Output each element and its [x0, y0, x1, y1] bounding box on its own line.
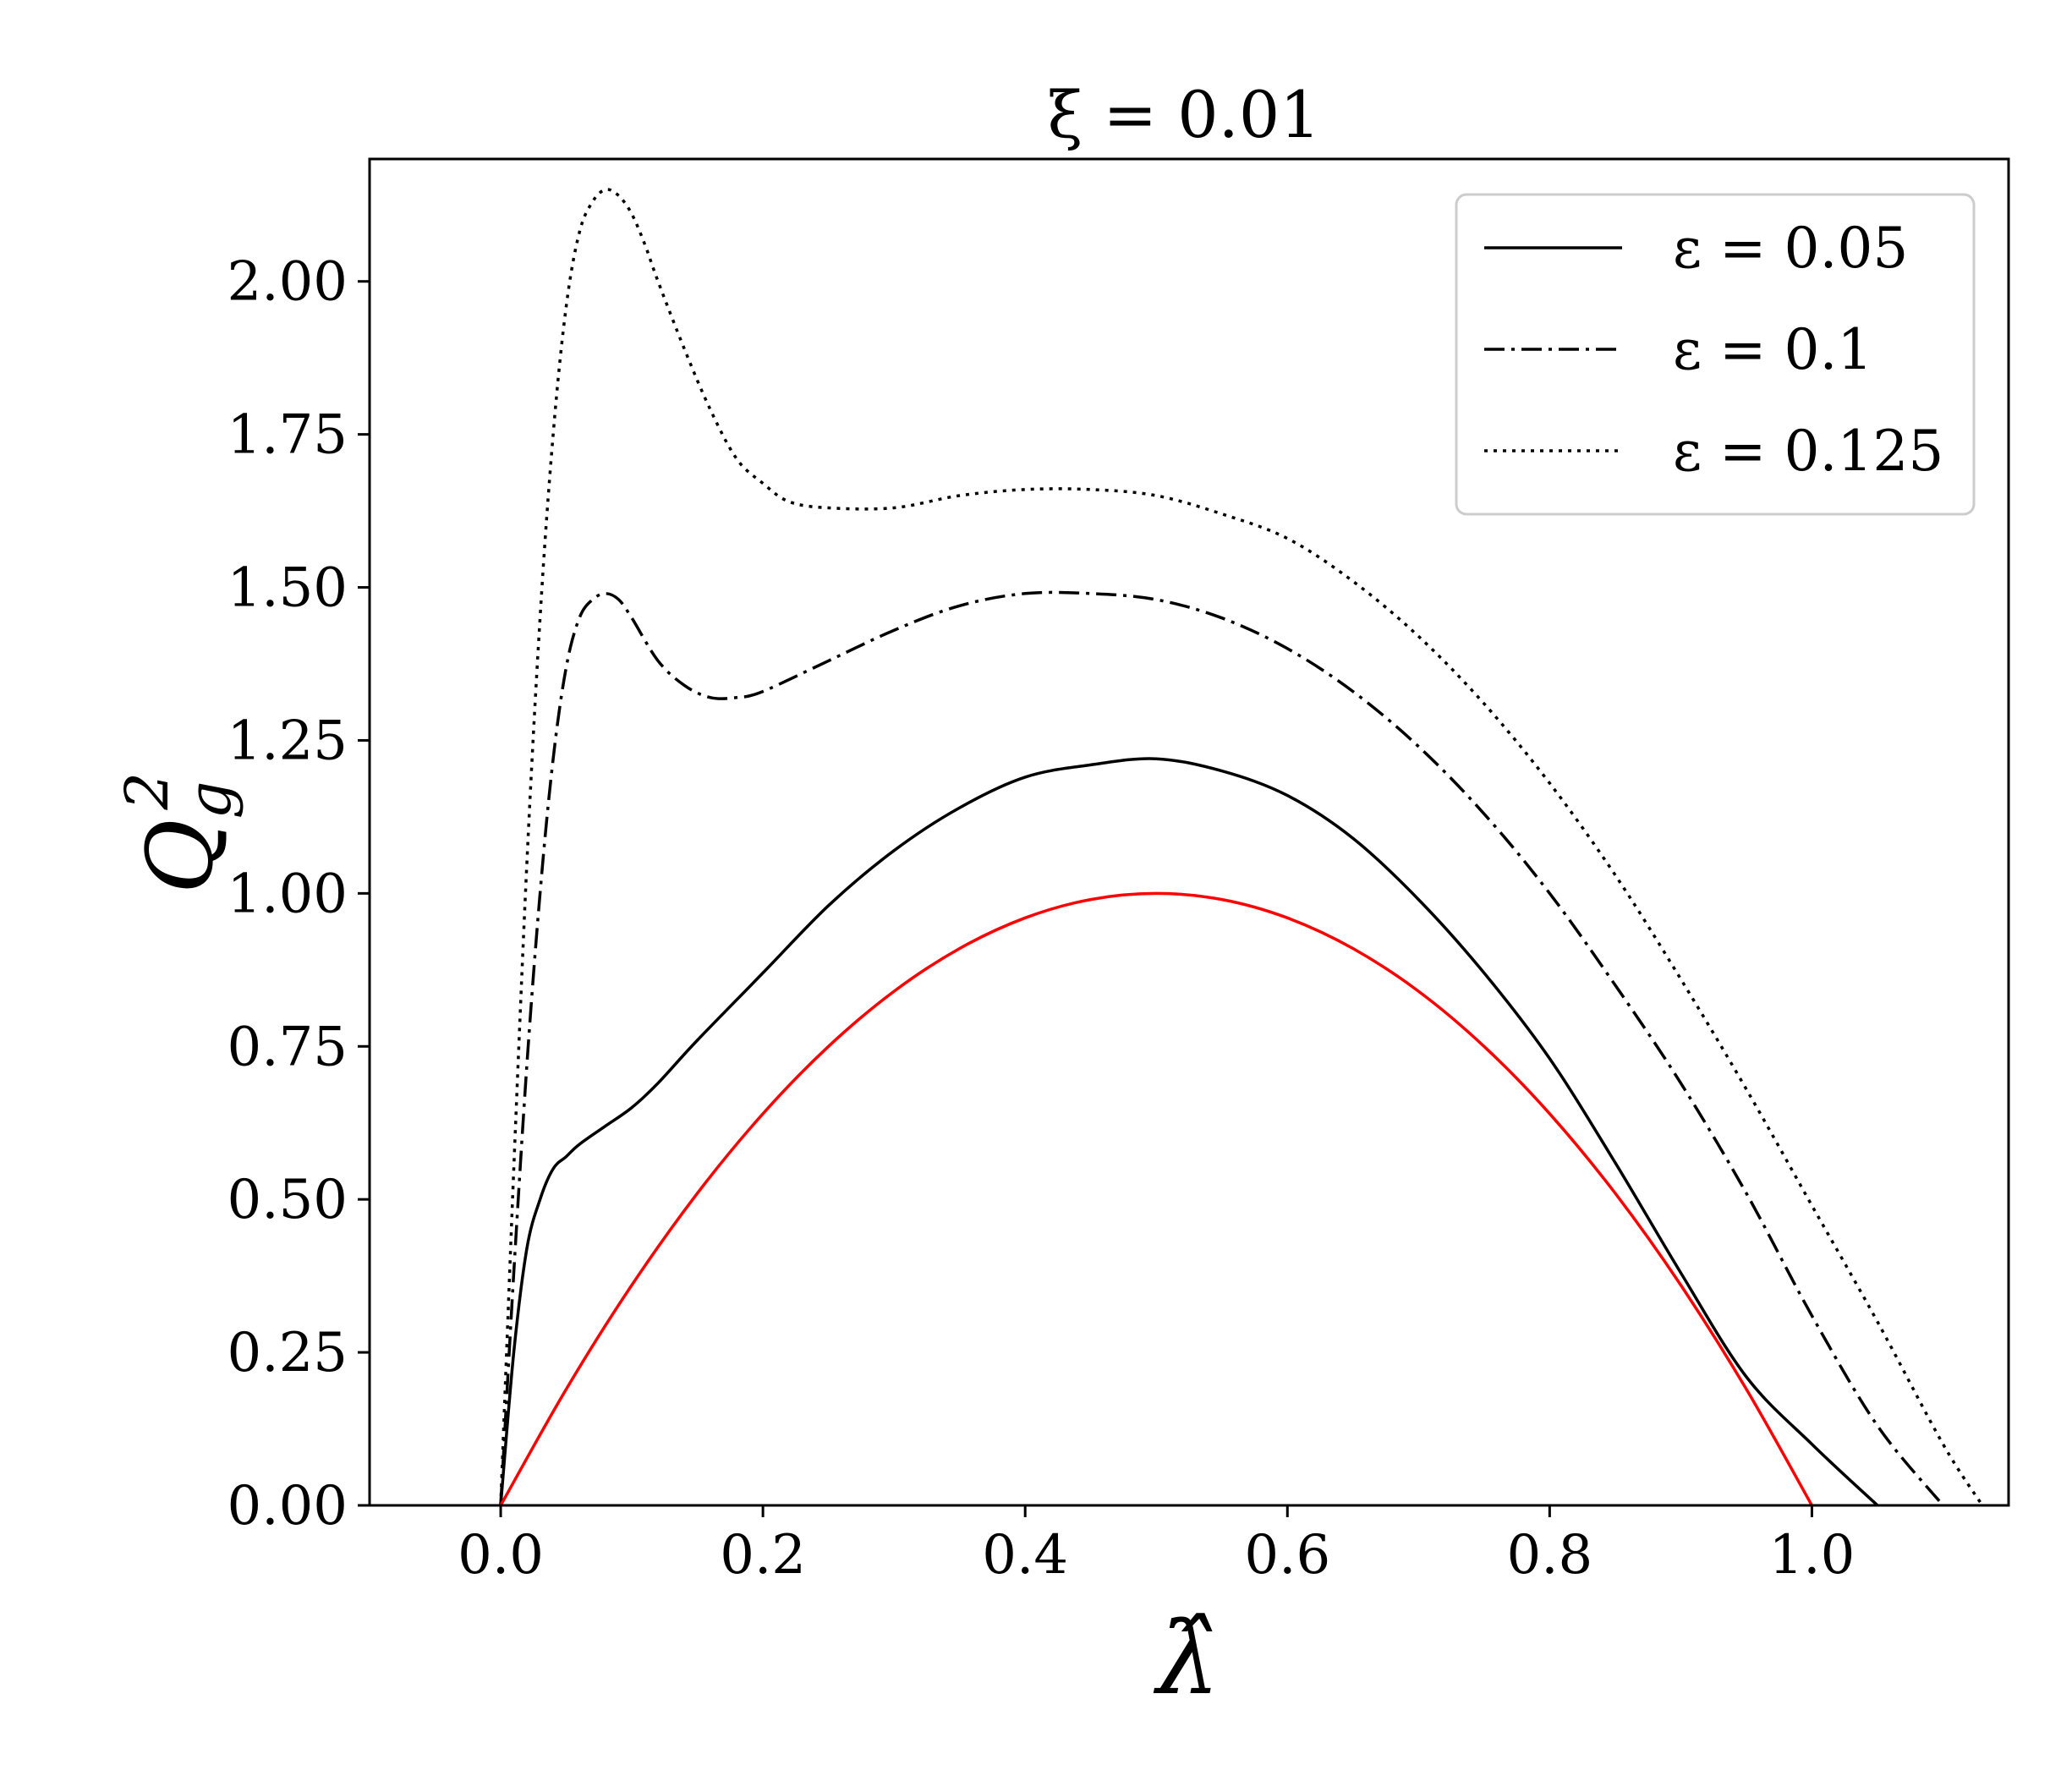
series-layer	[499, 188, 1984, 1505]
y-tick-label: 0.75	[227, 1016, 348, 1078]
y-tick-label: 0.25	[227, 1322, 348, 1384]
ticks-layer: 0.0 0.2 0.4 0.6 0.8 1.0 0.00 0.25 0.50 0.75 1.00 1.…	[227, 251, 1855, 1587]
x-axis-label: λ̂	[1154, 1600, 1220, 1717]
x-tick-label: 0.2	[720, 1524, 806, 1587]
x-tick-label: 0.8	[1506, 1524, 1592, 1587]
series-eps-0125	[499, 188, 1984, 1505]
x-tick-label: 1.0	[1769, 1524, 1855, 1587]
x-tick-label: 0.0	[458, 1524, 544, 1587]
x-tick-label: 0.4	[982, 1524, 1068, 1587]
y-tick-label: 1.75	[227, 404, 348, 467]
chart-title: ξ = 0.01	[1047, 77, 1320, 152]
y-tick-label: 2.00	[227, 251, 348, 314]
series-eps-01	[499, 590, 1944, 1505]
y-tick-label: 1.50	[227, 557, 348, 620]
plot-frame	[368, 157, 2010, 1507]
y-tick-label: 0.00	[227, 1475, 348, 1538]
series-eps-005	[499, 757, 1879, 1505]
legend: ε = 0.05 ε = 0.1 ε = 0.125	[1455, 193, 1976, 516]
y-tick-label: 0.50	[227, 1169, 348, 1231]
svg-text:Qg2: Qg2	[112, 772, 244, 894]
legend-label-eps-01: ε = 0.1	[1673, 317, 1872, 382]
x-tick-label: 0.6	[1244, 1524, 1330, 1587]
y-tick-label: 1.00	[227, 863, 348, 925]
y-axis-label-base: Q	[128, 819, 233, 894]
y-tick-label: 1.25	[227, 710, 348, 772]
legend-label-eps-0125: ε = 0.125	[1673, 419, 1943, 484]
legend-box	[1455, 193, 1976, 516]
series-reference-red	[499, 891, 1813, 1505]
y-axis-label-sup: 2	[112, 772, 182, 811]
legend-label-eps-005: ε = 0.05	[1673, 216, 1908, 281]
y-axis-label-sub: g	[175, 781, 244, 819]
y-axis-label: Qg2	[112, 772, 244, 894]
